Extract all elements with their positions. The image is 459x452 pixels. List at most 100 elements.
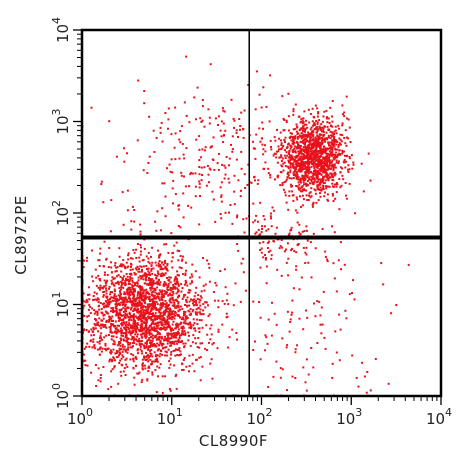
data-point <box>306 174 309 177</box>
data-point <box>110 351 113 353</box>
data-point <box>154 261 157 264</box>
data-point <box>143 356 146 359</box>
data-point <box>99 247 102 250</box>
data-point <box>177 301 180 304</box>
data-point <box>235 158 238 161</box>
data-point <box>167 348 170 351</box>
data-point <box>147 251 150 254</box>
data-point <box>161 344 164 347</box>
data-point <box>324 156 327 159</box>
data-point <box>323 125 326 128</box>
data-point <box>97 379 100 382</box>
data-point <box>320 181 323 184</box>
data-point <box>299 187 302 190</box>
data-point <box>367 152 370 155</box>
data-point <box>182 273 185 276</box>
x-axis-label: CL8990F <box>199 432 268 450</box>
data-point <box>330 141 333 144</box>
data-point <box>99 286 102 289</box>
data-point <box>148 262 151 265</box>
data-point <box>120 298 123 300</box>
data-point <box>256 220 259 223</box>
data-point <box>307 199 310 201</box>
data-point <box>116 280 119 283</box>
data-point <box>109 351 112 354</box>
data-point <box>274 232 277 235</box>
data-point <box>331 225 333 228</box>
data-point <box>343 150 345 153</box>
data-point <box>332 169 335 172</box>
data-point <box>144 282 147 285</box>
data-point <box>130 353 133 355</box>
data-point <box>141 299 144 301</box>
data-point <box>152 329 155 331</box>
data-point <box>162 296 165 299</box>
data-point <box>140 335 143 338</box>
data-point <box>225 156 228 158</box>
y-tick-exponent: 0 <box>50 383 63 390</box>
data-point <box>323 182 325 185</box>
data-point <box>140 327 143 330</box>
data-point <box>200 296 203 299</box>
data-point <box>269 74 272 77</box>
data-point <box>156 281 159 284</box>
data-point <box>115 301 118 304</box>
data-point <box>100 180 103 183</box>
data-point <box>291 156 293 159</box>
data-point <box>332 134 335 137</box>
data-point <box>83 359 86 362</box>
data-point <box>300 132 303 135</box>
data-point <box>303 145 306 148</box>
data-point <box>118 362 121 364</box>
data-point <box>294 351 297 354</box>
data-point <box>167 337 169 340</box>
data-point <box>302 117 305 120</box>
data-point <box>286 344 289 347</box>
data-point <box>228 181 231 184</box>
data-point <box>146 355 149 358</box>
data-point <box>303 110 306 113</box>
data-point <box>122 299 125 302</box>
data-point <box>343 263 346 266</box>
data-point <box>140 285 143 288</box>
data-point <box>125 321 128 324</box>
data-point <box>320 154 322 157</box>
data-point <box>348 182 351 185</box>
data-point <box>363 375 366 378</box>
data-point <box>240 167 243 170</box>
data-point <box>299 121 302 124</box>
data-point <box>242 257 245 260</box>
data-point <box>284 194 287 197</box>
data-point <box>311 172 314 175</box>
data-point <box>156 322 159 325</box>
data-point <box>288 160 291 163</box>
data-point <box>325 172 328 175</box>
data-point <box>108 358 111 361</box>
data-point <box>122 223 125 226</box>
data-point <box>188 313 191 316</box>
data-point <box>264 150 267 153</box>
data-point <box>348 156 351 158</box>
data-point <box>361 361 363 364</box>
data-point <box>149 339 152 342</box>
data-point <box>296 141 299 144</box>
data-point <box>227 177 230 180</box>
data-point <box>208 167 211 170</box>
data-point <box>124 267 127 270</box>
data-point <box>305 119 308 122</box>
data-point <box>146 358 149 361</box>
data-point <box>158 332 161 335</box>
data-point <box>83 304 86 307</box>
data-point <box>168 276 171 279</box>
data-point <box>332 172 335 175</box>
data-point <box>283 181 286 184</box>
data-point <box>102 314 105 317</box>
data-point <box>262 153 265 156</box>
data-point <box>128 311 131 314</box>
data-point <box>102 294 105 297</box>
data-point <box>338 178 341 180</box>
data-point <box>314 172 317 175</box>
data-point <box>169 276 172 279</box>
data-point <box>157 282 160 285</box>
data-point <box>347 170 350 173</box>
